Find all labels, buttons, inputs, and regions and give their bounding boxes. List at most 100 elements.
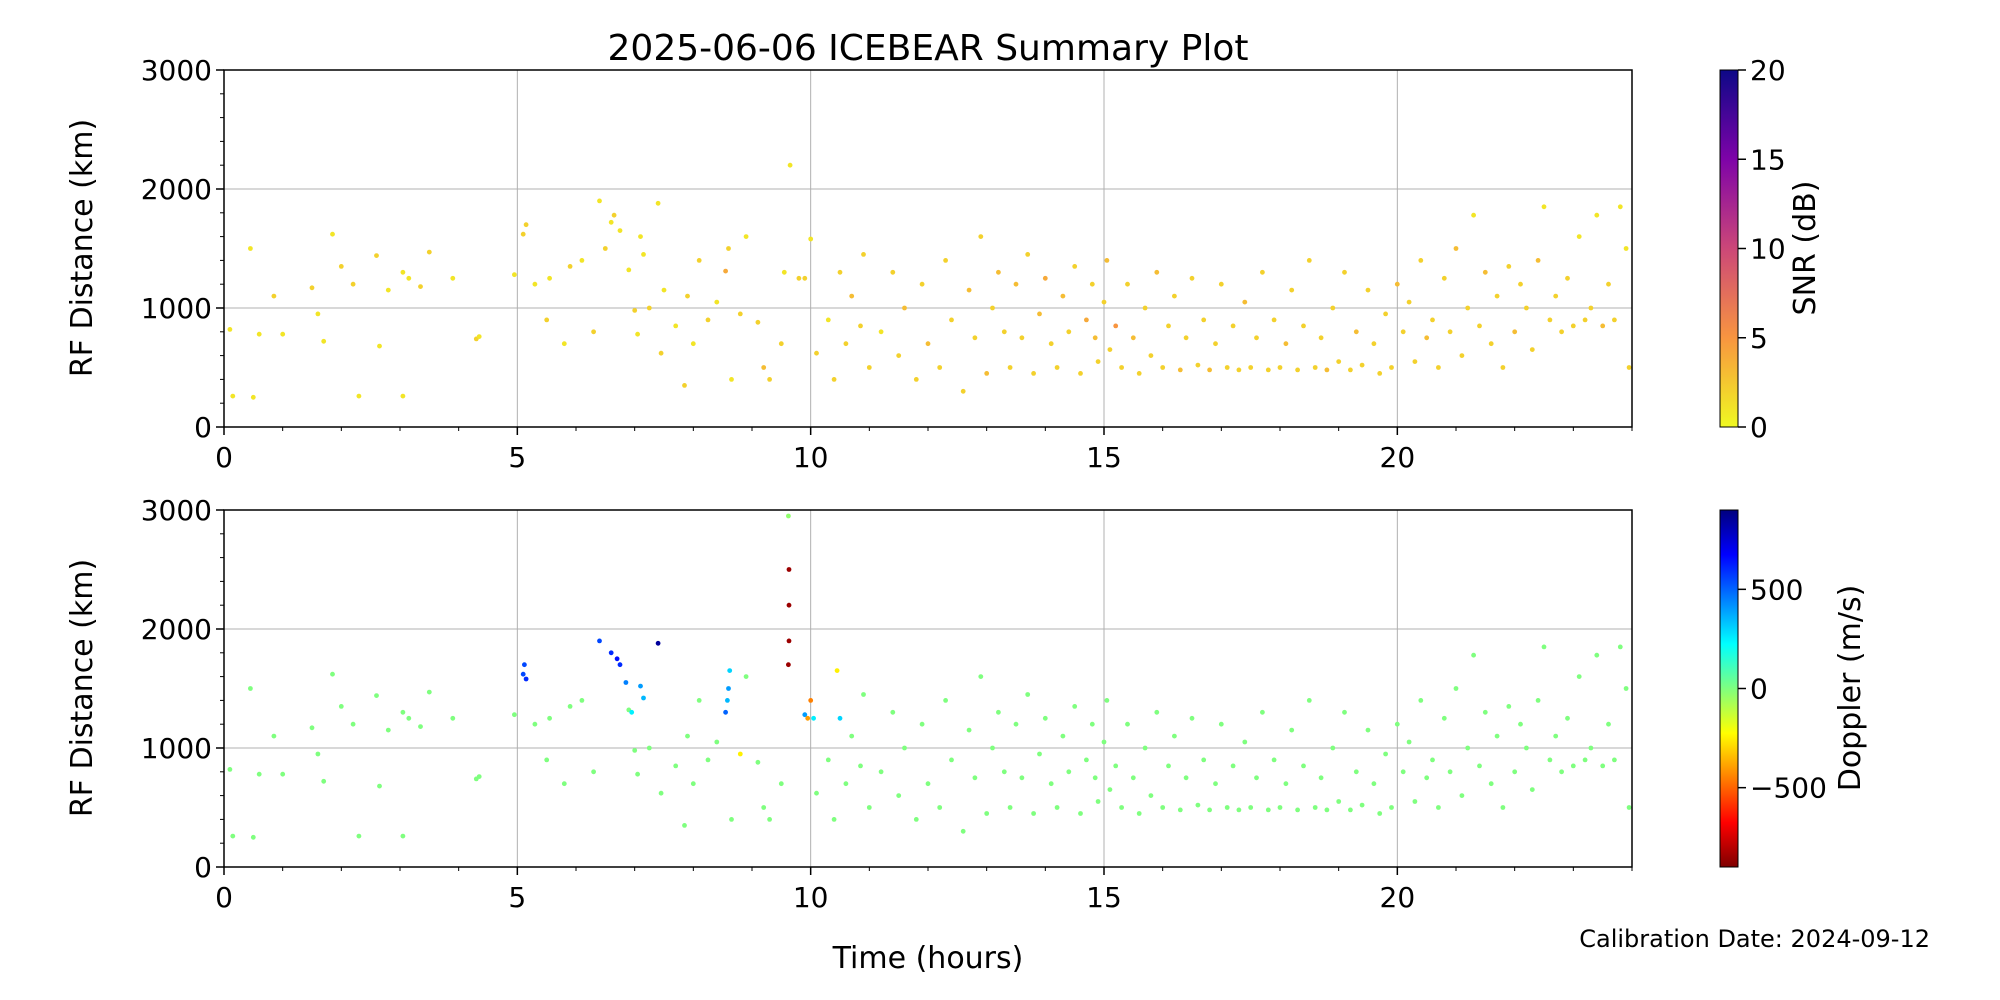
doppler-panel-point bbox=[230, 833, 236, 839]
snr-panel-xtick-label: 0 bbox=[215, 441, 233, 474]
snr-panel-point bbox=[350, 281, 356, 287]
doppler-panel-point bbox=[1095, 799, 1101, 804]
snr-panel-point bbox=[1189, 275, 1195, 281]
snr-panel-point bbox=[1072, 264, 1078, 269]
doppler-panel-point bbox=[714, 739, 720, 745]
doppler-panel-point bbox=[943, 698, 948, 703]
doppler-panel-point bbox=[878, 769, 884, 775]
doppler-panel-point bbox=[1289, 727, 1295, 733]
doppler-panel-point bbox=[685, 733, 690, 739]
snr-panel-point bbox=[1324, 367, 1330, 373]
snr-panel-ytick-label: 0 bbox=[194, 411, 212, 444]
doppler-panel-point bbox=[1330, 745, 1336, 751]
snr-panel-point bbox=[1037, 311, 1042, 317]
doppler-panel-point bbox=[1389, 805, 1394, 810]
snr-panel-point bbox=[1359, 362, 1365, 368]
snr-panel-point bbox=[837, 269, 843, 275]
snr-panel-point bbox=[1482, 269, 1488, 275]
doppler-panel-point bbox=[309, 725, 315, 731]
snr-panel-point bbox=[1172, 293, 1177, 299]
doppler-panel-point bbox=[861, 692, 866, 697]
doppler-panel-point bbox=[579, 698, 585, 703]
snr-panel-point bbox=[743, 234, 749, 240]
snr-panel-point bbox=[1154, 269, 1160, 275]
doppler-panel-point bbox=[1465, 745, 1471, 751]
doppler-panel-point bbox=[837, 715, 843, 721]
snr-panel-point bbox=[1626, 365, 1632, 370]
snr-panel-point bbox=[1348, 367, 1353, 373]
doppler-panel-point bbox=[1412, 799, 1418, 804]
doppler-panel-point bbox=[1541, 644, 1547, 650]
doppler-panel-point bbox=[913, 817, 919, 822]
snr-panel-point bbox=[1007, 365, 1013, 370]
doppler-panel-point bbox=[227, 767, 233, 772]
doppler-panel-point bbox=[1312, 805, 1318, 810]
doppler-panel-point bbox=[426, 689, 432, 695]
snr-panel-point bbox=[230, 393, 236, 399]
snr-panel-point bbox=[532, 281, 538, 287]
doppler-panel-point bbox=[1359, 802, 1365, 808]
snr-panel-point bbox=[858, 323, 863, 329]
doppler-panel-point bbox=[547, 715, 552, 721]
doppler-panel-point bbox=[1242, 739, 1248, 745]
snr-panel-point bbox=[661, 287, 667, 293]
snr-panel-point bbox=[418, 284, 423, 289]
snr-panel-point bbox=[641, 252, 646, 257]
doppler-panel-point bbox=[608, 650, 614, 656]
doppler-panel-point bbox=[1295, 807, 1300, 813]
snr-panel-point bbox=[1529, 347, 1535, 352]
snr-panel-point bbox=[1019, 335, 1025, 341]
snr-panel-point bbox=[705, 317, 711, 323]
snr-panel-point bbox=[1365, 287, 1371, 293]
doppler-panel-point bbox=[1283, 781, 1289, 787]
doppler-panel-point bbox=[1318, 775, 1324, 781]
snr-panel-point bbox=[729, 377, 734, 382]
snr-panel-point bbox=[1104, 258, 1110, 263]
doppler-panel-point bbox=[614, 656, 620, 662]
snr-panel-point bbox=[1412, 359, 1418, 364]
doppler-panel-point bbox=[805, 715, 811, 721]
snr-panel-ytick-label: 1000 bbox=[141, 292, 212, 325]
doppler-panel-point bbox=[1084, 757, 1089, 763]
doppler-panel-grid bbox=[223, 509, 1632, 868]
snr-panel-ticks: 0 5 10 15 20 0 1000 2000 3000 bbox=[141, 54, 1633, 474]
doppler-panel-point bbox=[1518, 721, 1523, 727]
doppler-panel-point bbox=[834, 668, 840, 673]
doppler-panel-point bbox=[858, 763, 863, 769]
doppler-panel-point bbox=[755, 759, 761, 765]
snr-panel-point bbox=[638, 234, 643, 240]
doppler-panel-point bbox=[786, 513, 791, 519]
snr-panel-point bbox=[385, 287, 391, 293]
snr-panel-point bbox=[1160, 365, 1166, 370]
snr-panel-point bbox=[1565, 275, 1570, 281]
doppler-panel-point bbox=[786, 662, 791, 668]
snr-panel-point bbox=[1459, 353, 1465, 358]
doppler-panel-point bbox=[256, 771, 262, 777]
snr-panel-point bbox=[1330, 305, 1336, 311]
doppler-panel-point bbox=[512, 712, 517, 718]
doppler-panel-colorbar-tick-label: −500 bbox=[1750, 772, 1827, 805]
doppler-panel-point bbox=[1559, 769, 1564, 775]
doppler-panel-point bbox=[629, 709, 635, 715]
snr-panel-point bbox=[1013, 281, 1019, 287]
doppler-panel-point bbox=[1277, 805, 1283, 810]
snr-panel-point bbox=[608, 219, 614, 225]
snr-panel-point bbox=[978, 234, 984, 240]
snr-panel-point bbox=[1301, 323, 1306, 329]
snr-panel-point bbox=[1101, 299, 1107, 305]
snr-panel-point bbox=[1107, 347, 1113, 352]
doppler-panel-point bbox=[1104, 698, 1110, 703]
snr-panel: 0 5 10 15 20 0 1000 2000 3000 RF Distance (km) 0… bbox=[65, 54, 1823, 474]
doppler-panel-ytick-label: 3000 bbox=[141, 494, 212, 527]
snr-panel-point bbox=[814, 350, 819, 356]
doppler-panel-point bbox=[1418, 698, 1424, 703]
doppler-panel-point bbox=[400, 833, 406, 839]
snr-panel-point bbox=[1201, 317, 1207, 323]
doppler-panel-colorbar-tick-label: 500 bbox=[1750, 573, 1803, 606]
snr-panel-point bbox=[655, 200, 661, 206]
snr-panel-point bbox=[1500, 365, 1506, 370]
doppler-panel-point bbox=[726, 686, 731, 691]
doppler-panel-point bbox=[673, 763, 679, 769]
doppler-panel-point bbox=[1588, 745, 1594, 751]
doppler-colorbar-label: Doppler (m/s) bbox=[1833, 585, 1868, 792]
